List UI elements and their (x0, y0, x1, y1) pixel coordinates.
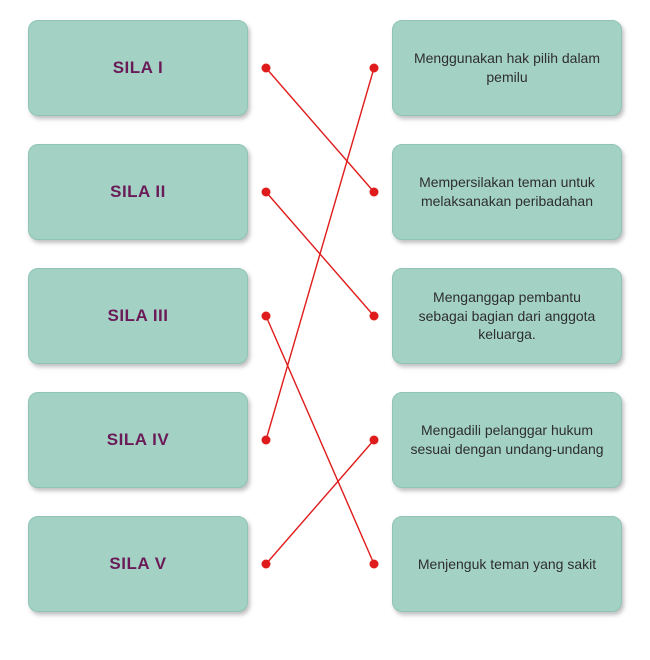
left-label: SILA I (113, 58, 164, 78)
right-text: Menjenguk teman yang sakit (418, 555, 596, 574)
left-label: SILA IV (107, 430, 169, 450)
left-label: SILA III (108, 306, 169, 326)
right-item: Menganggap pembantu sebagai bagian dari … (392, 268, 622, 364)
right-text: Mempersilakan teman untuk melaksanakan p… (407, 173, 607, 211)
right-item: Menggunakan hak pilih dalam pemilu (392, 20, 622, 116)
left-item: SILA II (28, 144, 248, 240)
right-text: Mengadili pelanggar hukum sesuai dengan … (407, 421, 607, 459)
right-item: Menjenguk teman yang sakit (392, 516, 622, 612)
left-label: SILA II (110, 182, 166, 202)
left-column: SILA I SILA II SILA III SILA IV SILA V (28, 20, 248, 612)
left-item: SILA I (28, 20, 248, 116)
matching-diagram: SILA I SILA II SILA III SILA IV SILA V M… (0, 0, 650, 660)
left-item: SILA V (28, 516, 248, 612)
right-item: Mempersilakan teman untuk melaksanakan p… (392, 144, 622, 240)
right-text: Menggunakan hak pilih dalam pemilu (407, 49, 607, 87)
left-item: SILA III (28, 268, 248, 364)
right-column: Menggunakan hak pilih dalam pemilu Mempe… (392, 20, 622, 612)
left-label: SILA V (109, 554, 166, 574)
left-item: SILA IV (28, 392, 248, 488)
right-text: Menganggap pembantu sebagai bagian dari … (407, 288, 607, 345)
right-item: Mengadili pelanggar hukum sesuai dengan … (392, 392, 622, 488)
